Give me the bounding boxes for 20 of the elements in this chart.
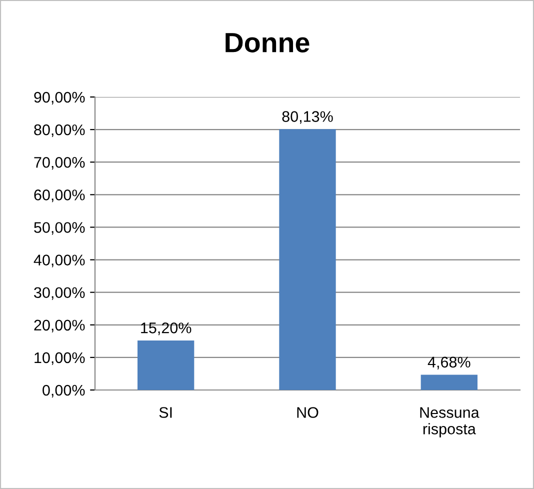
y-tick-label: 30,00% xyxy=(34,287,85,300)
bar xyxy=(138,340,194,390)
data-label: 4,68% xyxy=(428,356,470,370)
bar xyxy=(420,374,478,390)
y-tick-label: 40,00% xyxy=(34,254,85,268)
data-label: 80,13% xyxy=(282,111,333,124)
y-tick-label: 0,00% xyxy=(42,384,85,398)
y-tick-label: 80,00% xyxy=(34,124,85,138)
y-tick-label: 90,00% xyxy=(34,92,85,104)
data-label: 15,20% xyxy=(141,322,192,336)
x-tick-label: NO xyxy=(297,407,318,418)
x-tick-label: SI xyxy=(159,407,172,418)
chart-title: Donne xyxy=(226,33,310,52)
y-tick-label: 20,00% xyxy=(34,320,85,332)
y-tick-label: 50,00% xyxy=(34,222,85,235)
y-tick-label: 60,00% xyxy=(34,190,85,202)
bar xyxy=(279,129,336,390)
x-tick-label: Nessuna risposta xyxy=(420,407,480,438)
y-tick-label: 10,00% xyxy=(34,352,85,365)
y-tick-label: 70,00% xyxy=(34,156,85,170)
